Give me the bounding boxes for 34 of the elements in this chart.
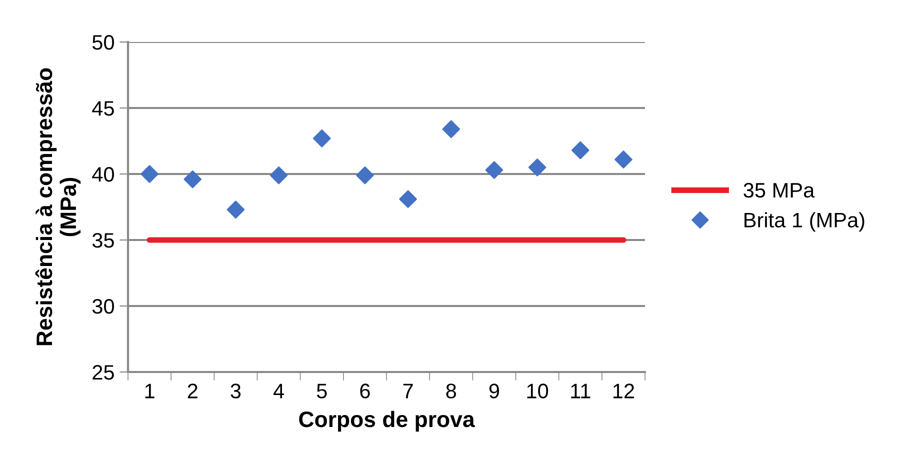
y-tick-label: 40: [92, 167, 114, 182]
y-tick-label: 35: [92, 233, 114, 248]
legend-label: 35 MPa: [744, 182, 815, 198]
point: [226, 200, 245, 219]
y-tick-label: 45: [92, 101, 114, 116]
y-tick-label: 30: [92, 299, 114, 314]
x-axis-title: Corpos de prova: [299, 410, 475, 432]
x-tick-label: 11: [571, 384, 590, 398]
x-tick-label: 1: [145, 384, 154, 398]
y-tick-label: 50: [92, 35, 114, 50]
x-tick-label: 2: [188, 384, 198, 398]
point: [528, 158, 546, 176]
point: [399, 190, 417, 208]
x-tick-label: 8: [446, 384, 456, 398]
x-tick-label: 4: [273, 384, 284, 398]
x-tick-label: 3: [230, 384, 241, 398]
legend-label: Brita 1 (MPa): [744, 212, 864, 232]
point: [356, 166, 374, 184]
point: [442, 120, 460, 138]
x-tick-label: 9: [489, 384, 500, 398]
y-axis-title: Resistência à compressão (MPa): [35, 68, 81, 346]
point: [571, 141, 590, 160]
y-tick-label: 25: [92, 365, 114, 380]
x-tick-label: 12: [613, 384, 634, 398]
x-tick-label: 7: [403, 384, 413, 398]
point: [614, 150, 632, 168]
point: [140, 165, 158, 183]
x-tick-label: 6: [360, 384, 370, 398]
point: [485, 161, 504, 179]
point: [270, 166, 288, 184]
x-tick-label: 10: [527, 384, 548, 398]
x-tick-label: 5: [316, 384, 327, 398]
point: [312, 129, 331, 148]
point: [184, 170, 202, 188]
